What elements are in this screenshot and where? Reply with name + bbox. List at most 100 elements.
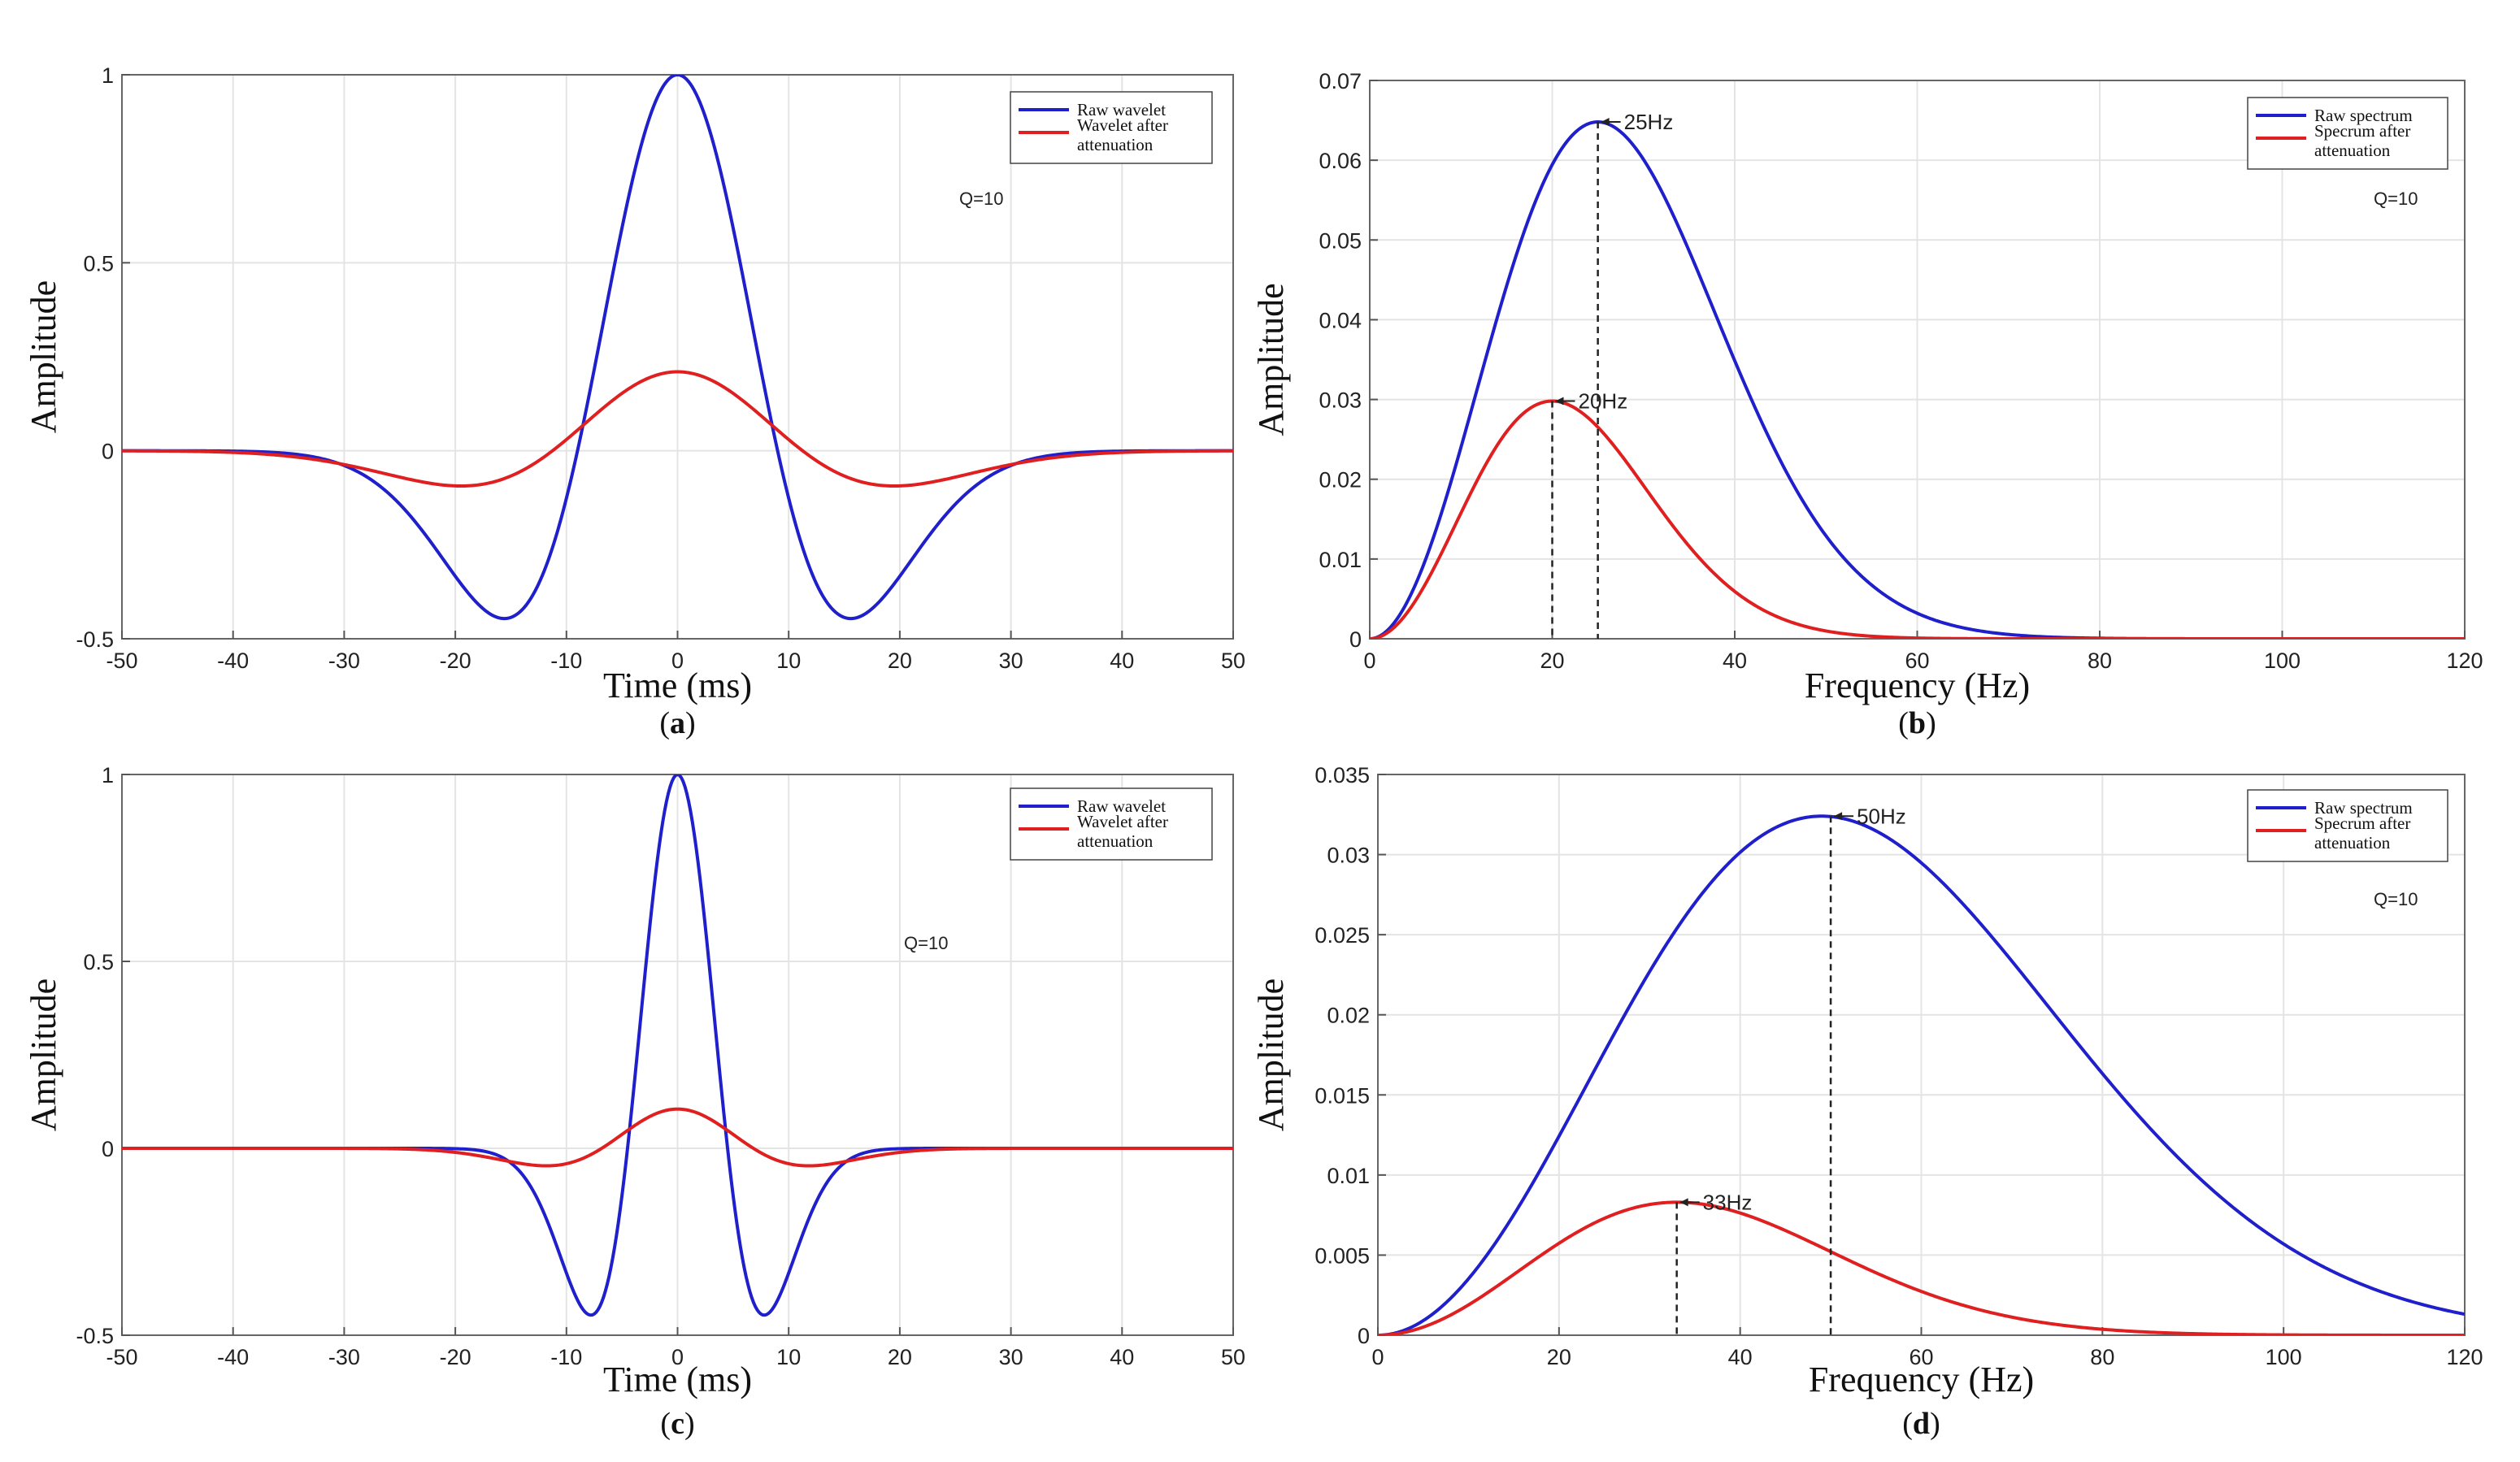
- panel-label-open: (: [1898, 706, 1909, 740]
- panel-label-letter: c: [671, 1407, 684, 1441]
- x-tick-label: -20: [440, 1345, 471, 1369]
- x-tick-label: -10: [550, 649, 582, 673]
- x-tick-label: -10: [550, 1345, 582, 1369]
- series-line-attenuated: [122, 1107, 1233, 1168]
- panel-label: (d): [1902, 1407, 1940, 1441]
- x-tick-label: 0: [671, 649, 684, 673]
- legend-box: [1010, 91, 1213, 164]
- series-line-attenuated: [122, 370, 1233, 488]
- legend-label-raw: Raw spectrum: [2314, 106, 2413, 125]
- legend-box: [2247, 789, 2448, 862]
- x-tick-label: 100: [2266, 1345, 2302, 1369]
- x-axis-label: Time (ms): [603, 1360, 752, 1399]
- y-axis-label: Amplitude: [1251, 283, 1291, 436]
- x-tick-label: 10: [776, 1345, 801, 1369]
- y-tick-label: 1: [102, 763, 114, 787]
- peak-arrow-head: [1601, 118, 1610, 127]
- y-tick-label: 0.07: [1319, 69, 1362, 93]
- legend-label-attenuated: Specrum after: [2314, 813, 2410, 833]
- panel-label-close: ): [685, 706, 696, 740]
- x-tick-label: 20: [1547, 1345, 1571, 1369]
- y-tick-label: 0.06: [1319, 149, 1362, 173]
- panel-b: 0 20 40 60 80 100 120 0 0.01 0.02 0.03 0.04 0.05 0.06…: [1251, 69, 2483, 740]
- peak-arrow-head: [1679, 1198, 1688, 1207]
- x-tick-label: 50: [1221, 649, 1245, 673]
- legend-label-attenuated-cont: attenuation: [2314, 833, 2391, 852]
- y-tick-label: 0.02: [1319, 468, 1362, 492]
- y-tick-label: 0.05: [1319, 228, 1362, 253]
- x-axis-label: Time (ms): [603, 666, 752, 705]
- peak-arrow-head: [1834, 812, 1843, 821]
- series-line-raw: [1378, 814, 2465, 1335]
- panel-a: -50 -40 -30 -20 -10 0 10 20 30 40 50 -0.5 0 0.5 1 Time …: [24, 63, 1245, 740]
- y-tick-label: 0.025: [1314, 923, 1370, 948]
- legend-label-attenuated-cont: attenuation: [2314, 141, 2391, 160]
- x-tick-label: -40: [217, 1345, 249, 1369]
- legend-label-raw: Raw wavelet: [1077, 100, 1166, 119]
- x-tick-label: 100: [2264, 649, 2301, 673]
- y-tick-label: -0.5: [76, 627, 114, 652]
- y-axis-label: Amplitude: [1251, 978, 1291, 1131]
- x-tick-label: 80: [2090, 1345, 2114, 1369]
- y-tick-label: 0.015: [1314, 1083, 1370, 1108]
- y-tick-label: 0.01: [1319, 548, 1362, 572]
- y-tick-label: -0.5: [76, 1324, 114, 1348]
- x-tick-label: 40: [1110, 649, 1134, 673]
- panel-label-close: ): [1926, 706, 1936, 740]
- panel-label-letter: b: [1909, 706, 1926, 740]
- panel-label: (c): [660, 1407, 694, 1441]
- q-annotation: Q=10: [904, 933, 948, 953]
- y-tick-label: 0: [102, 1137, 114, 1161]
- x-tick-label: 20: [888, 1345, 912, 1369]
- y-axis-label: Amplitude: [24, 978, 63, 1131]
- panel-c: -50 -40 -30 -20 -10 0 10 20 30 40 50 -0.5 0 0.5 1 Time …: [24, 763, 1245, 1441]
- legend-label-attenuated: Specrum after: [2314, 121, 2410, 141]
- legend-box: [1010, 787, 1213, 861]
- peak-label: 50Hz: [1857, 804, 1906, 828]
- x-tick-label: 40: [1723, 649, 1747, 673]
- peak-label: 25Hz: [1624, 110, 1674, 134]
- y-tick-label: 0.005: [1314, 1243, 1370, 1268]
- x-tick-label: 50: [1221, 1345, 1245, 1369]
- y-tick-label: 0.01: [1327, 1164, 1370, 1188]
- x-tick-label: 120: [2446, 1345, 2483, 1369]
- x-tick-label: -50: [106, 1345, 137, 1369]
- legend-label-attenuated-cont: attenuation: [1077, 135, 1154, 154]
- x-tick-label: 20: [1540, 649, 1564, 673]
- legend-label-raw: Raw wavelet: [1077, 796, 1166, 816]
- x-tick-label: 10: [776, 649, 801, 673]
- panel-label-open: (: [660, 1407, 671, 1441]
- y-tick-label: 0: [102, 440, 114, 464]
- panel-label: (b): [1898, 706, 1936, 740]
- x-tick-label: -30: [328, 649, 360, 673]
- x-tick-label: 120: [2446, 649, 2483, 673]
- legend-label-attenuated: Wavelet after: [1077, 115, 1168, 135]
- x-axis-label: Frequency (Hz): [1809, 1360, 2034, 1399]
- y-tick-label: 0: [1358, 1324, 1370, 1348]
- y-tick-label: 0.035: [1314, 763, 1370, 787]
- q-annotation: Q=10: [959, 189, 1003, 209]
- x-tick-label: 0: [1363, 649, 1375, 673]
- x-tick-label: 30: [999, 1345, 1023, 1369]
- legend-label-attenuated-cont: attenuation: [1077, 831, 1154, 851]
- x-tick-label: 0: [671, 1345, 684, 1369]
- series-line-attenuated: [1378, 1200, 2465, 1335]
- x-tick-label: -20: [440, 649, 471, 673]
- series-line-raw: [1370, 120, 2465, 639]
- peak-label: 33Hz: [1703, 1190, 1753, 1214]
- q-annotation: Q=10: [2374, 889, 2418, 909]
- x-axis-label: Frequency (Hz): [1805, 666, 2030, 705]
- x-tick-label: -50: [106, 649, 137, 673]
- panel-d: 0 20 40 60 80 100 120 0 0.005 0.01 0.015 0.02 0.025 0…: [1251, 763, 2483, 1441]
- x-tick-label: -30: [328, 1345, 360, 1369]
- y-tick-label: 0.5: [83, 251, 114, 275]
- y-tick-label: 0.03: [1319, 388, 1362, 413]
- peak-label: 20Hz: [1579, 389, 1628, 414]
- x-tick-label: -40: [217, 649, 249, 673]
- peak-arrow-head: [1555, 397, 1564, 406]
- y-tick-label: 0.04: [1319, 308, 1362, 332]
- panel-label-open: (: [1902, 1407, 1913, 1441]
